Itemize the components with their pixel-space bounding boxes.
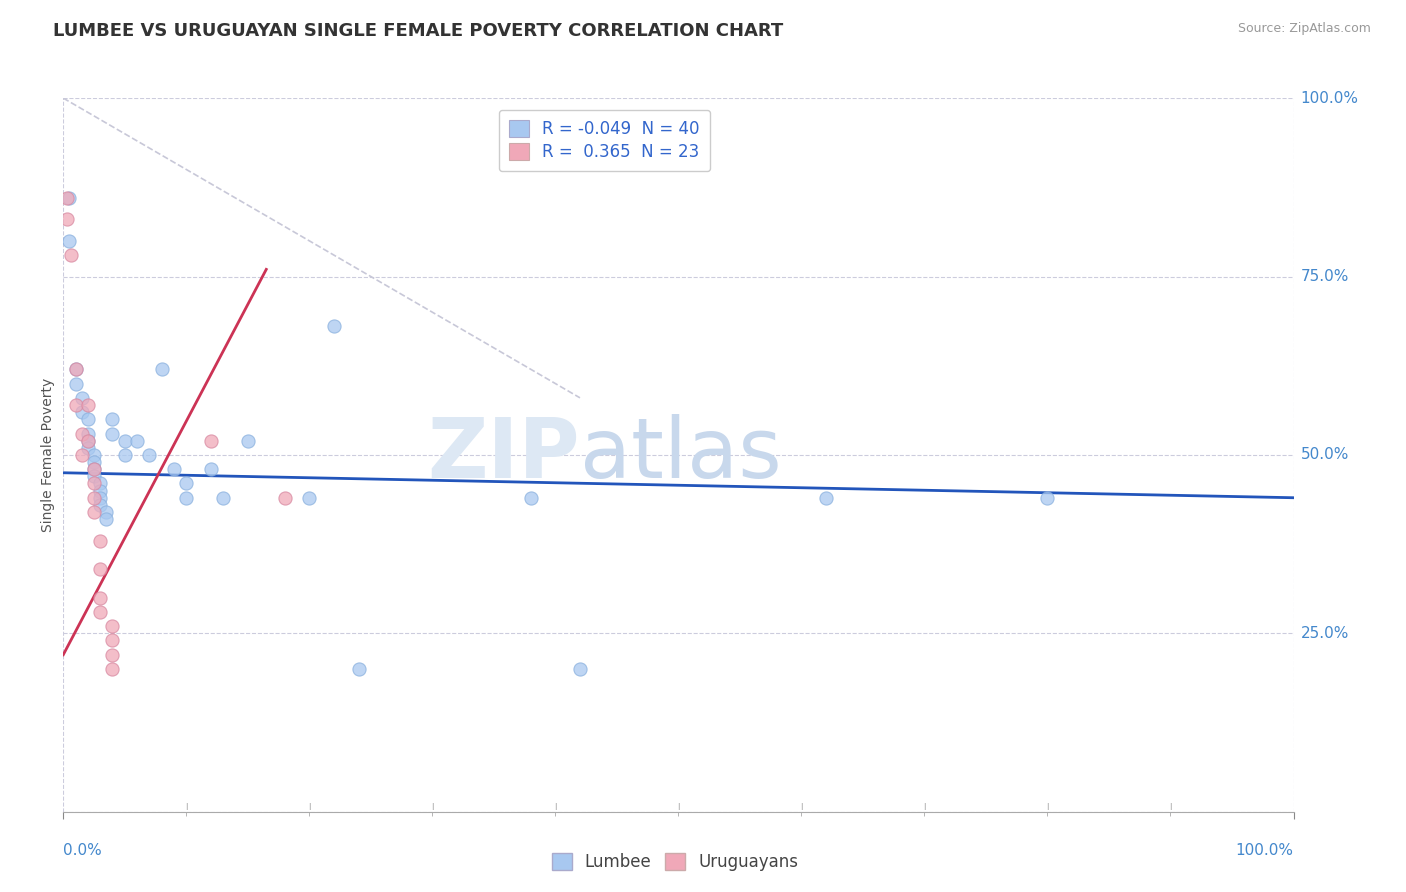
Text: |: | [554, 803, 557, 810]
Text: |: | [924, 803, 925, 810]
Point [174, 491, 197, 505]
Point [65, 362, 87, 376]
Point [70, 448, 93, 462]
Point [163, 462, 186, 476]
Point [83, 455, 105, 469]
Point [56, 191, 79, 205]
Text: 25.0%: 25.0% [1301, 626, 1348, 640]
Point [96, 512, 118, 526]
Legend: R = -0.049  N = 40, R =  0.365  N = 23: R = -0.049 N = 40, R = 0.365 N = 23 [499, 110, 710, 171]
Text: |: | [308, 803, 311, 810]
Point [76, 426, 98, 441]
Point [83, 476, 105, 491]
Point [815, 491, 838, 505]
Point [298, 491, 321, 505]
Point [236, 434, 259, 448]
Point [127, 434, 148, 448]
Point [150, 362, 173, 376]
Point [89, 483, 111, 498]
Point [101, 619, 124, 633]
Point [89, 562, 111, 576]
Text: |: | [678, 803, 679, 810]
Point [101, 633, 124, 648]
Text: 100.0%: 100.0% [1236, 843, 1294, 858]
Point [76, 434, 98, 448]
Point [101, 662, 124, 676]
Point [1036, 491, 1059, 505]
Point [520, 491, 543, 505]
Text: |: | [1046, 803, 1049, 810]
Text: Source: ZipAtlas.com: Source: ZipAtlas.com [1237, 22, 1371, 36]
Point [273, 491, 295, 505]
Text: |: | [432, 803, 433, 810]
Point [101, 412, 124, 426]
Legend: Lumbee, Uruguayans: Lumbee, Uruguayans [543, 845, 807, 880]
Text: |: | [1170, 803, 1171, 810]
Point [101, 648, 124, 662]
Point [76, 441, 98, 455]
Y-axis label: Single Female Poverty: Single Female Poverty [41, 378, 55, 532]
Point [58, 191, 80, 205]
Point [83, 469, 105, 483]
Point [101, 426, 124, 441]
Point [83, 491, 105, 505]
Point [65, 398, 87, 412]
Text: atlas: atlas [579, 415, 782, 495]
Text: 50.0%: 50.0% [1301, 448, 1348, 462]
Point [83, 462, 105, 476]
Point [83, 448, 105, 462]
Point [70, 405, 93, 419]
Point [347, 662, 370, 676]
Point [83, 505, 105, 519]
Point [323, 319, 346, 334]
Point [114, 448, 136, 462]
Point [76, 434, 98, 448]
Point [76, 398, 98, 412]
Point [56, 212, 79, 227]
Point [212, 491, 235, 505]
Point [70, 391, 93, 405]
Point [89, 491, 111, 505]
Point [59, 248, 82, 262]
Point [89, 476, 111, 491]
Text: |: | [800, 803, 803, 810]
Point [114, 434, 136, 448]
Point [174, 476, 197, 491]
Text: 0.0%: 0.0% [63, 843, 103, 858]
Point [89, 533, 111, 548]
Text: LUMBEE VS URUGUAYAN SINGLE FEMALE POVERTY CORRELATION CHART: LUMBEE VS URUGUAYAN SINGLE FEMALE POVERT… [53, 22, 783, 40]
Point [76, 412, 98, 426]
Text: 100.0%: 100.0% [1301, 91, 1358, 105]
Point [568, 662, 591, 676]
Point [58, 234, 80, 248]
Point [138, 448, 160, 462]
Point [70, 426, 93, 441]
Point [89, 591, 111, 605]
Text: ZIP: ZIP [427, 415, 579, 495]
Point [65, 362, 87, 376]
Point [200, 434, 222, 448]
Point [89, 498, 111, 512]
Text: |: | [186, 803, 187, 810]
Point [65, 376, 87, 391]
Point [89, 605, 111, 619]
Point [83, 462, 105, 476]
Text: 75.0%: 75.0% [1301, 269, 1348, 284]
Point [200, 462, 222, 476]
Point [96, 505, 118, 519]
